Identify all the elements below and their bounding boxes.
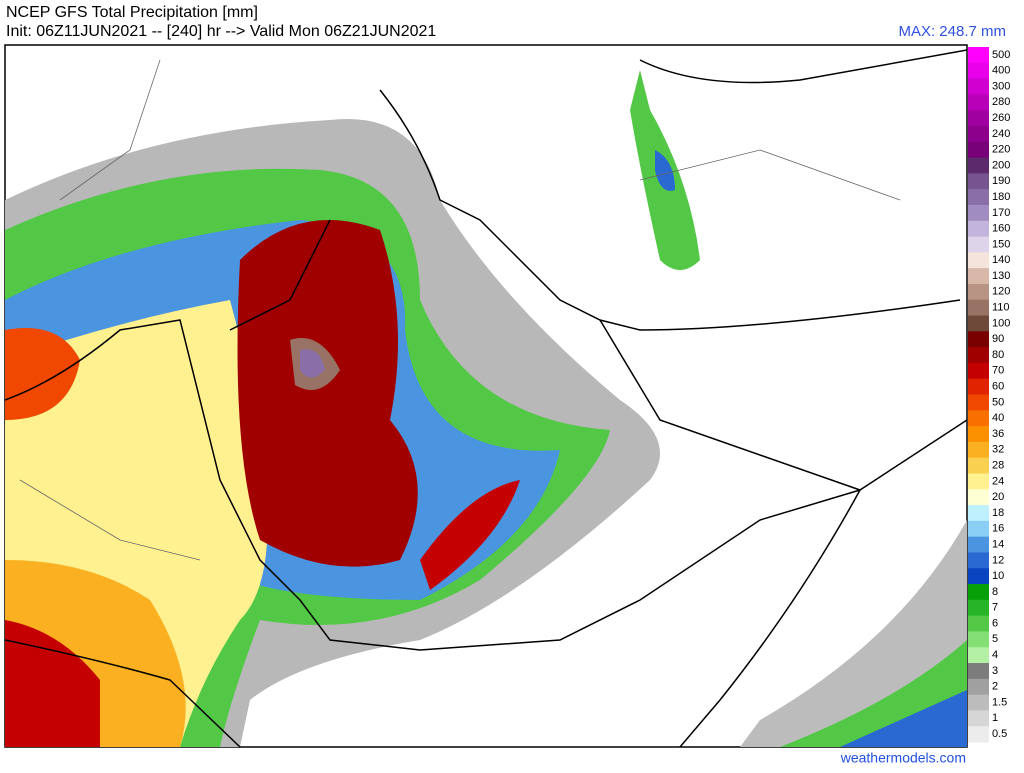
colorbar-swatch (968, 125, 989, 143)
colorbar-label: 2 (992, 681, 998, 693)
colorbar-swatch (968, 710, 989, 727)
colorbar-label: 14 (992, 538, 1004, 550)
colorbar-swatch (968, 631, 989, 648)
colorbar-label: 120 (992, 286, 1010, 298)
colorbar-label: 0.5 (992, 728, 1007, 740)
colorbar-swatch (968, 299, 989, 317)
colorbar-label: 80 (992, 349, 1004, 361)
colorbar-swatch (968, 268, 989, 285)
colorbar-swatch (968, 110, 989, 127)
colorbar-swatch (968, 536, 989, 553)
colorbar-swatch (968, 94, 989, 111)
max-value: MAX: 248.7 mm (898, 23, 1006, 40)
colorbar-label: 1 (992, 712, 998, 724)
colorbar-swatch (968, 331, 989, 348)
colorbar-label: 160 (992, 223, 1010, 235)
colorbar-label: 3 (992, 665, 998, 677)
colorbar-label: 100 (992, 317, 1010, 329)
colorbar-label: 240 (992, 128, 1010, 140)
colorbar-swatch (968, 726, 989, 743)
colorbar-swatch (968, 347, 989, 364)
colorbar-label: 110 (992, 302, 1010, 314)
colorbar-swatch (968, 47, 989, 64)
colorbar-label: 130 (992, 270, 1010, 282)
colorbar-label: 300 (992, 80, 1010, 92)
colorbar-label: 10 (992, 570, 1004, 582)
colorbar-label: 500 (992, 49, 1010, 61)
colorbar-swatch (968, 220, 989, 238)
colorbar-swatch (968, 568, 989, 585)
colorbar-label: 6 (992, 617, 998, 629)
colorbar-label: 36 (992, 428, 1004, 440)
colorbar-swatch (968, 489, 989, 506)
colorbar-swatch (968, 252, 989, 269)
colorbar-swatch (968, 505, 989, 522)
colorbar-swatch (968, 157, 989, 174)
colorbar-label: 50 (992, 396, 1004, 408)
colorbar-label: 4 (992, 649, 998, 661)
colorbar-label: 20 (992, 491, 1004, 503)
init-line: Init: 06Z11JUN2021 -- [240] hr --> Valid… (6, 23, 436, 40)
colorbar-label: 8 (992, 586, 998, 598)
colorbar-swatch (968, 694, 989, 711)
colorbar-swatch (968, 362, 989, 380)
title: NCEP GFS Total Precipitation [mm] (6, 4, 258, 21)
colorbar-swatch (968, 204, 989, 222)
colorbar-label: 200 (992, 159, 1010, 171)
colorbar-swatch (968, 599, 989, 617)
colorbar-swatch (968, 394, 989, 411)
colorbar-swatch (968, 189, 989, 206)
colorbar-label: 60 (992, 381, 1004, 393)
colorbar-swatch (968, 441, 989, 459)
colorbar-label: 16 (992, 523, 1004, 535)
colorbar-swatch (968, 457, 989, 474)
colorbar-label: 150 (992, 238, 1010, 250)
colorbar-swatch (968, 141, 989, 159)
colorbar-label: 1.5 (992, 696, 1007, 708)
colorbar-label: 260 (992, 112, 1010, 124)
colorbar-label: 140 (992, 254, 1010, 266)
colorbar-label: 18 (992, 507, 1004, 519)
colorbar-label: 40 (992, 412, 1004, 424)
footer-credit: weathermodels.com (840, 750, 966, 766)
colorbar-swatch (968, 663, 989, 680)
colorbar: 5004003002802602402202001901801701601501… (968, 47, 1010, 743)
colorbar-swatch (968, 647, 989, 664)
colorbar-label: 400 (992, 65, 1010, 77)
colorbar-swatch (968, 426, 989, 443)
colorbar-swatch (968, 584, 989, 601)
colorbar-label: 220 (992, 144, 1010, 156)
colorbar-swatch (968, 520, 989, 538)
colorbar-label: 28 (992, 459, 1004, 471)
colorbar-swatch (968, 283, 989, 301)
colorbar-label: 70 (992, 365, 1004, 377)
map (4, 44, 968, 748)
colorbar-label: 190 (992, 175, 1010, 187)
colorbar-swatch (968, 62, 989, 80)
colorbar-label: 5 (992, 633, 998, 645)
colorbar-label: 7 (992, 602, 998, 614)
colorbar-swatch (968, 173, 989, 190)
colorbar-swatch (968, 678, 989, 696)
colorbar-label: 90 (992, 333, 1004, 345)
colorbar-label: 24 (992, 475, 1004, 487)
colorbar-swatch (968, 236, 989, 253)
colorbar-label: 32 (992, 444, 1004, 456)
colorbar-label: 12 (992, 554, 1004, 566)
colorbar-swatch (968, 315, 989, 332)
colorbar-swatch (968, 378, 989, 395)
colorbar-swatch (968, 552, 989, 569)
colorbar-label: 180 (992, 191, 1010, 203)
colorbar-swatch (968, 473, 989, 490)
colorbar-swatch (968, 78, 989, 95)
colorbar-label: 170 (992, 207, 1010, 219)
colorbar-label: 280 (992, 96, 1010, 108)
colorbar-swatch (968, 410, 989, 427)
colorbar-swatch (968, 615, 989, 632)
